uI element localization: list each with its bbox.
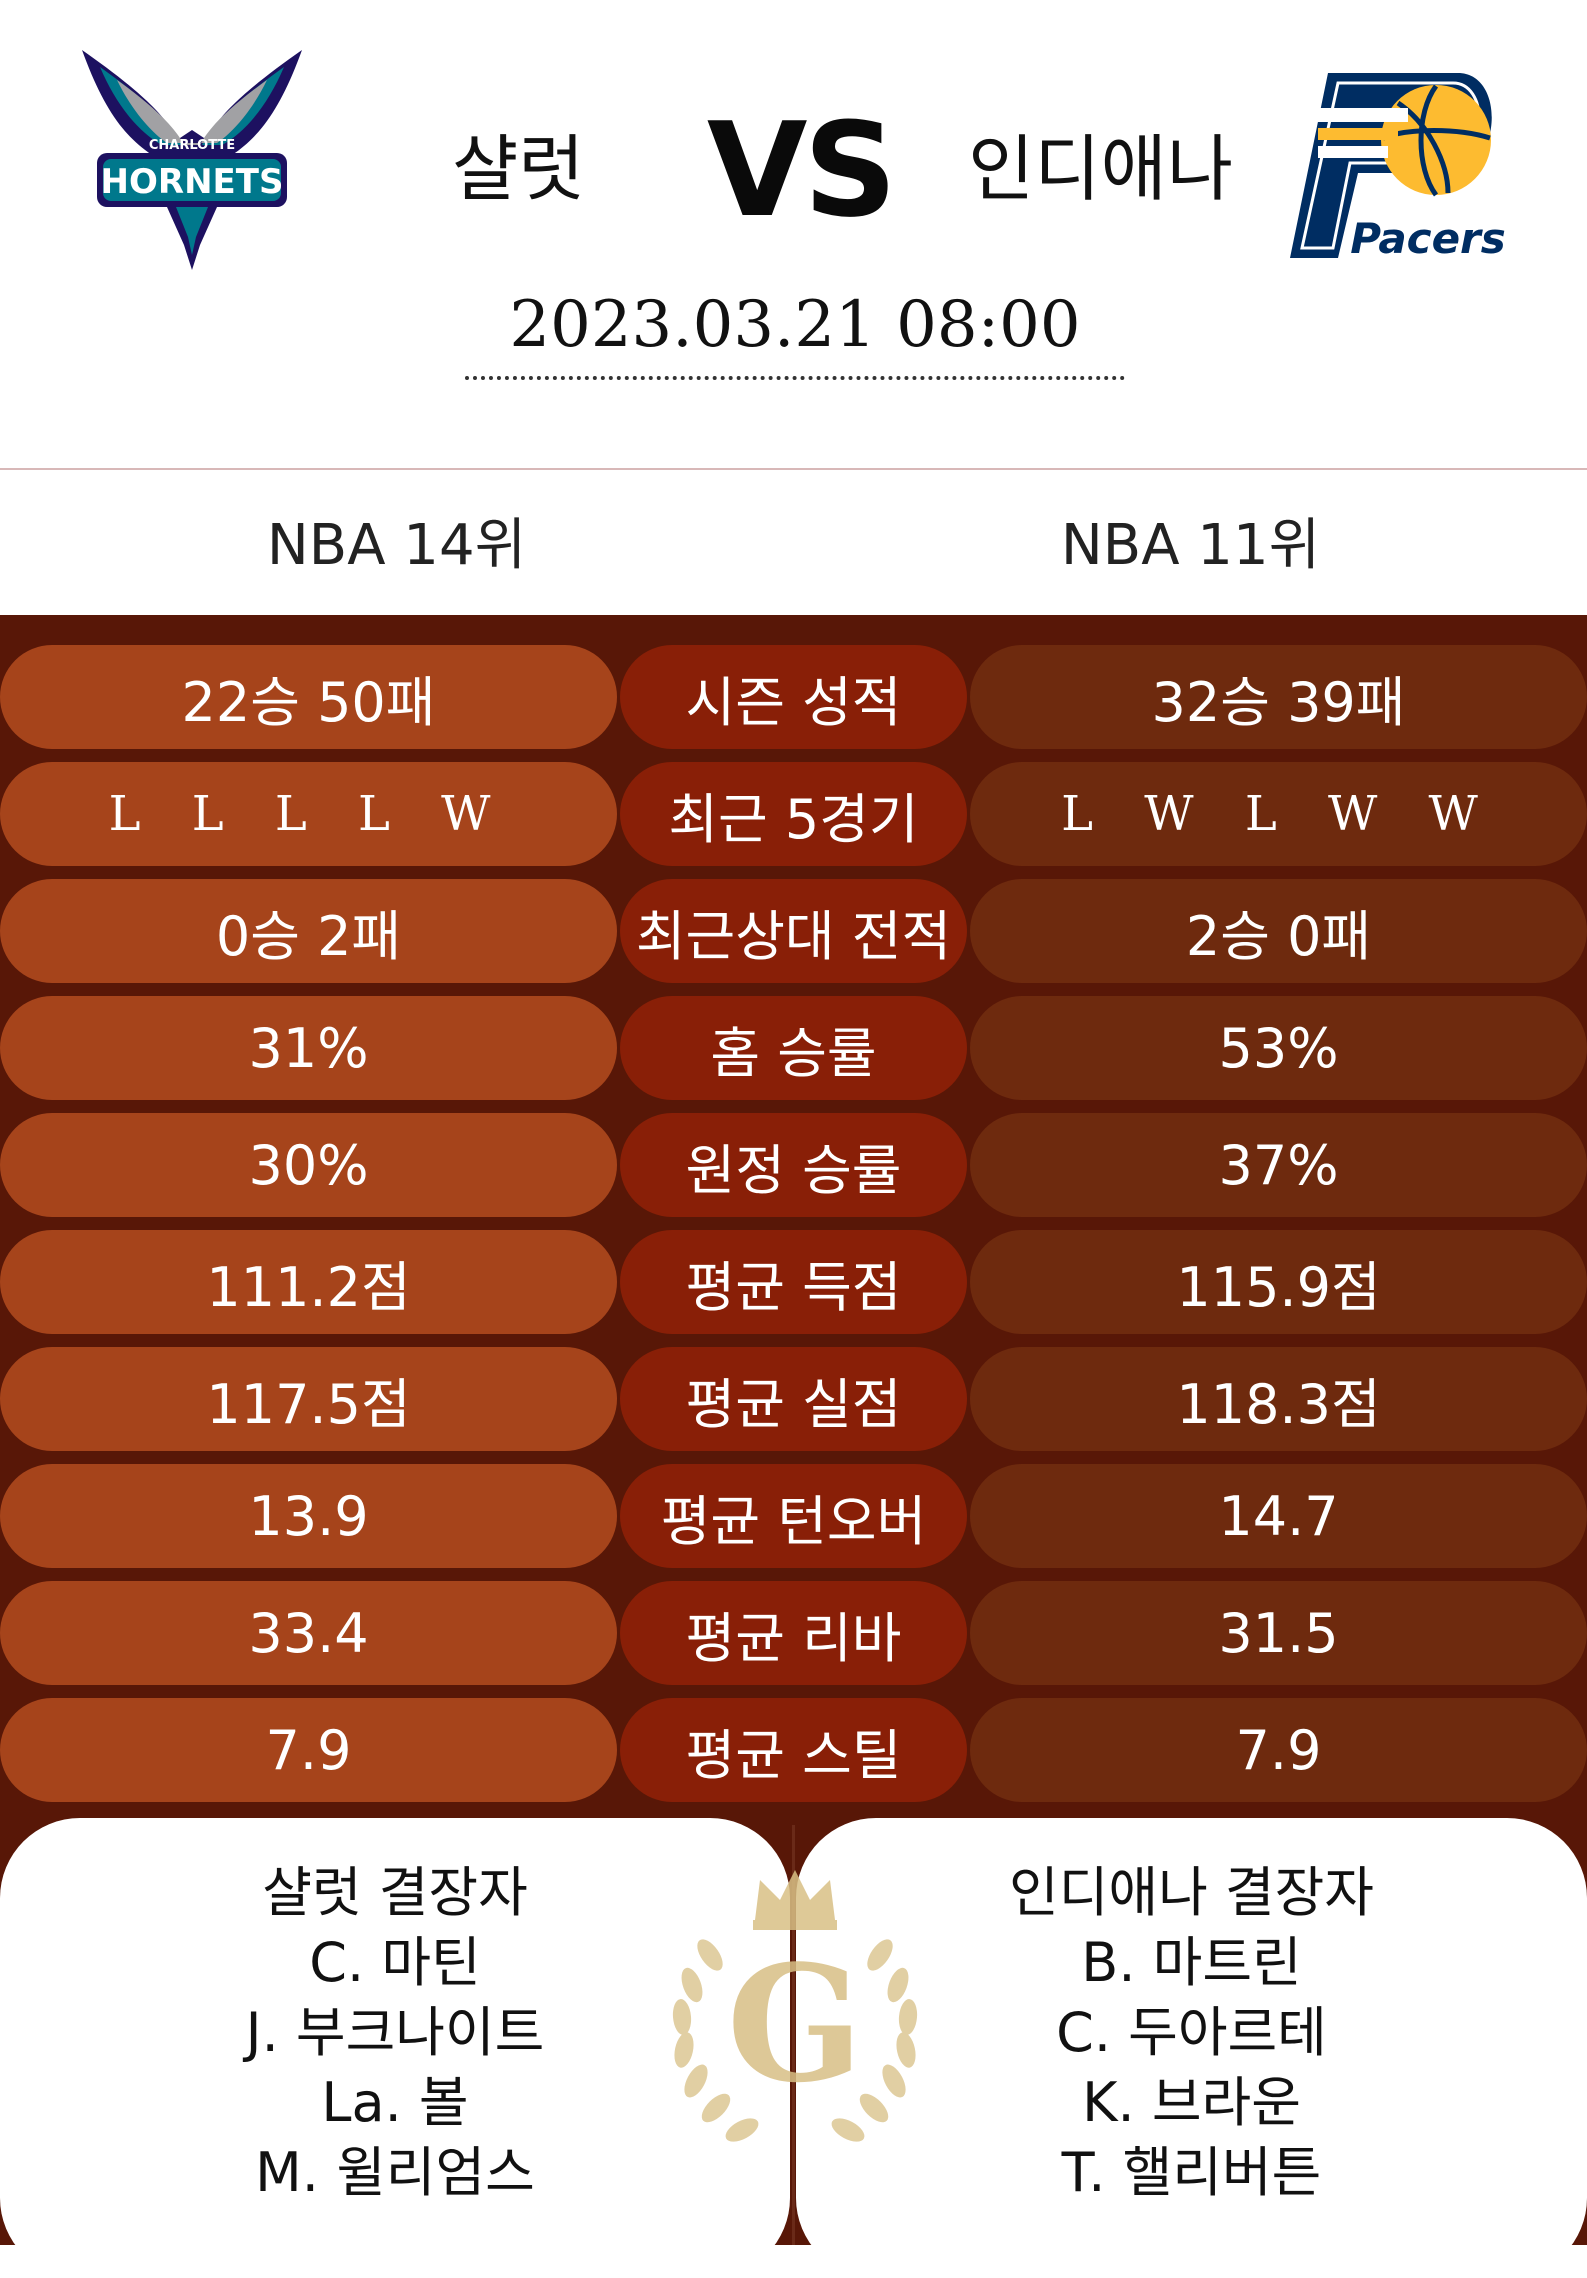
home-season-record: 22승 50패: [0, 645, 617, 749]
hornets-logo: CHARLOTTE HORNETS: [72, 45, 312, 270]
label-avg-rebounds: 평균 리바: [620, 1581, 967, 1685]
home-injured-player: J. 부크나이트: [245, 2001, 545, 2064]
header-divider: [0, 468, 1587, 470]
stat-row-avg-turnovers: 13.9 평균 턴오버 14.7: [0, 1464, 1587, 1568]
away-injured-player: T. 핼리버튼: [1061, 2141, 1322, 2204]
away-avg-rebounds: 31.5: [970, 1581, 1587, 1685]
away-injured-player: K. 브라운: [1082, 2071, 1301, 2134]
label-avg-allowed: 평균 실점: [620, 1347, 967, 1451]
label-recent-form: 최근 5경기: [620, 762, 967, 866]
home-team-name: 샬럿: [452, 127, 585, 211]
home-avg-allowed: 117.5점: [0, 1347, 617, 1451]
label-avg-points: 평균 득점: [620, 1230, 967, 1334]
away-avg-points: 115.9점: [970, 1230, 1587, 1334]
emblem-letter: G: [727, 1930, 864, 2118]
away-injured-player: B. 마트린: [1081, 1931, 1302, 1994]
stat-row-avg-steals: 7.9 평균 스틸 7.9: [0, 1698, 1587, 1802]
stat-row-recent-five: L L L L W 최근 5경기 L W L W W: [0, 762, 1587, 866]
label-head-to-head: 최근상대 전적: [620, 879, 967, 983]
home-injury-list: 샬럿 결장자 C. 마틴 J. 부크나이트 La. 볼 M. 윌리엄스: [0, 1858, 790, 2208]
home-home-win-rate: 31%: [0, 996, 617, 1100]
away-recent-form: L W L W W: [970, 762, 1587, 866]
away-injury-title: 인디애나 결장자: [1009, 1861, 1374, 1924]
label-avg-turnovers: 평균 턴오버: [620, 1464, 967, 1568]
away-injury-list: 인디애나 결장자 B. 마트린 C. 두아르테 K. 브라운 T. 핼리버튼: [796, 1858, 1587, 2208]
stat-row-avg-points: 111.2점 평균 득점 115.9점: [0, 1230, 1587, 1334]
pacers-logo-text: Pacers: [1350, 214, 1506, 263]
home-avg-points: 111.2점: [0, 1230, 617, 1334]
away-injury-card: 인디애나 결장자 B. 마트린 C. 두아르테 K. 브라운 T. 핼리버튼: [796, 1818, 1587, 2278]
home-recent-form: L L L L W: [0, 762, 617, 866]
stat-row-away-win-rate: 30% 원정 승률 37%: [0, 1113, 1587, 1217]
away-avg-turnovers: 14.7: [970, 1464, 1587, 1568]
home-injury-card: 샬럿 결장자 C. 마틴 J. 부크나이트 La. 볼 M. 윌리엄스: [0, 1818, 790, 2278]
away-home-win-rate: 53%: [970, 996, 1587, 1100]
away-team-name: 인디애나: [968, 127, 1233, 211]
away-avg-steals: 7.9: [970, 1698, 1587, 1802]
label-away-win-rate: 원정 승률: [620, 1113, 967, 1217]
home-injured-player: C. 마틴: [309, 1931, 481, 1994]
stat-row-home-win-rate: 31% 홈 승률 53%: [0, 996, 1587, 1100]
hornets-city-text: CHARLOTTE: [149, 138, 235, 153]
away-head-to-head: 2승 0패: [970, 879, 1587, 983]
home-injured-player: M. 윌리엄스: [255, 2141, 535, 2204]
home-injury-title: 샬럿 결장자: [262, 1861, 528, 1924]
date-underline: [465, 376, 1125, 380]
home-avg-rebounds: 33.4: [0, 1581, 617, 1685]
label-season-record: 시즌 성적: [620, 645, 967, 749]
home-rank: NBA 14위: [266, 513, 527, 578]
crown-laurel-emblem-icon: G: [640, 1865, 950, 2175]
vs-label: VS: [706, 94, 897, 246]
stats-panel: 22승 50패 시즌 성적 32승 39패 L L L L W 최근 5경기 L…: [0, 615, 1587, 1915]
stat-row-avg-allowed: 117.5점 평균 실점 118.3점: [0, 1347, 1587, 1451]
pacers-logo: Pacers: [1288, 68, 1513, 268]
injury-divider: [792, 1825, 795, 2245]
home-away-win-rate: 30%: [0, 1113, 617, 1217]
stat-row-head-to-head: 0승 2패 최근상대 전적 2승 0패: [0, 879, 1587, 983]
label-avg-steals: 평균 스틸: [620, 1698, 967, 1802]
label-home-win-rate: 홈 승률: [620, 996, 967, 1100]
away-away-win-rate: 37%: [970, 1113, 1587, 1217]
home-avg-turnovers: 13.9: [0, 1464, 617, 1568]
stat-row-season-record: 22승 50패 시즌 성적 32승 39패: [0, 645, 1587, 749]
hornets-logo-text: HORNETS: [101, 162, 284, 202]
match-datetime: 2023.03.21 08:00: [509, 288, 1081, 362]
away-rank: NBA 11위: [1060, 513, 1321, 578]
away-injured-player: C. 두아르테: [1056, 2001, 1327, 2064]
away-season-record: 32승 39패: [970, 645, 1587, 749]
home-injured-player: La. 볼: [321, 2071, 469, 2134]
home-avg-steals: 7.9: [0, 1698, 617, 1802]
home-head-to-head: 0승 2패: [0, 879, 617, 983]
stat-row-avg-rebounds: 33.4 평균 리바 31.5: [0, 1581, 1587, 1685]
away-avg-allowed: 118.3점: [970, 1347, 1587, 1451]
